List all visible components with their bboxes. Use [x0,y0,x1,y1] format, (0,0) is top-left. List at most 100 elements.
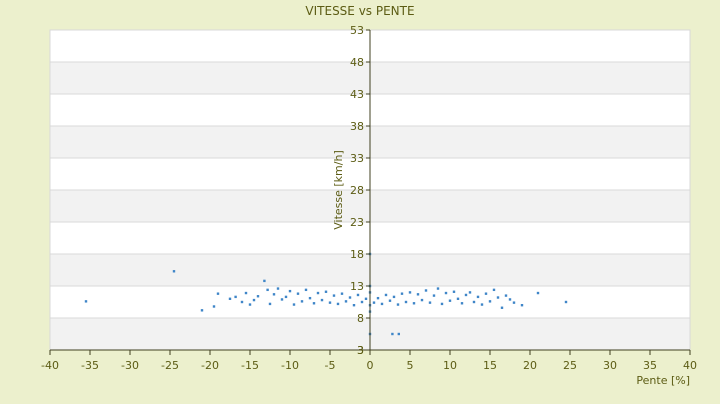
data-point [508,298,512,301]
data-point [448,299,452,302]
data-point [440,302,444,306]
y-tick-label: 3 [357,344,364,357]
data-point [252,298,256,302]
x-tick-label: -15 [241,359,259,372]
x-tick-label: -5 [325,359,336,372]
data-point [512,301,516,304]
data-point [396,303,400,306]
data-point [300,300,304,303]
x-tick-label: -30 [121,359,139,372]
data-point [280,298,284,301]
y-tick-label: 3 [357,344,364,357]
data-point [484,292,488,295]
data-point [480,303,484,306]
data-point [520,304,524,307]
data-point [408,291,412,294]
x-tick-label: 0 [367,359,374,372]
data-point [332,294,336,297]
data-point [212,305,216,308]
data-point [428,301,432,304]
data-point [564,300,568,304]
data-point [460,302,464,305]
x-axis-label: Pente [%] [636,374,690,387]
x-tick-label: -25 [161,359,179,372]
x-tick-label: 40 [683,359,697,372]
data-point [268,302,272,306]
data-point [420,298,424,302]
data-point [308,296,312,300]
data-point [400,292,404,295]
data-point [496,296,500,299]
y-tick-label: 23 [350,216,364,229]
data-point [504,294,508,297]
data-point [312,302,316,305]
data-point [276,287,280,290]
data-point [380,302,384,306]
y-axis-label: Vitesse [km/h] [332,150,345,230]
x-tick-label: -10 [281,359,299,372]
data-point [316,291,320,295]
data-point [234,295,237,299]
data-point [468,291,472,294]
x-tick-label: 30 [603,359,617,372]
data-point [376,296,380,300]
data-point [340,292,344,295]
x-tick-label: 5 [407,359,414,372]
data-point [432,294,436,297]
data-point [324,290,328,293]
data-point [304,288,308,292]
data-point [263,279,266,283]
data-point [244,291,248,295]
data-point [84,300,88,303]
data-point [356,293,360,297]
data-point [296,292,300,295]
x-tick-label: -35 [81,359,99,372]
y-tick-label: 48 [350,56,364,69]
x-tick-label: 20 [523,359,537,372]
data-point [200,309,204,312]
data-point [388,299,392,302]
data-point [472,300,476,304]
data-point [352,304,356,307]
data-point [344,300,348,303]
data-point [404,300,408,304]
data-point [288,289,292,293]
data-point [240,300,244,304]
data-point [397,332,400,336]
data-point [500,306,504,309]
y-tick-label: 33 [350,152,364,165]
y-tick-label: 28 [350,184,364,197]
data-point [284,295,288,299]
data-point [172,270,176,273]
data-point [464,293,468,297]
data-point [444,291,448,295]
x-tick-label: 15 [483,359,497,372]
data-point [392,295,396,299]
data-point [292,303,296,306]
y-tick-label: 43 [350,88,364,101]
data-point [476,295,480,299]
x-tick-label: 10 [443,359,457,372]
x-tick-label: 35 [643,359,657,372]
data-point [452,290,456,293]
data-point [364,297,368,300]
data-point [248,303,252,306]
data-point [320,298,324,302]
data-point [266,288,269,292]
axes [49,29,691,355]
chart-title: VITESSE vs PENTE [305,4,414,18]
data-point [328,301,332,304]
data-point [488,300,492,303]
data-point [384,293,388,297]
x-tick-label: 25 [563,359,577,372]
x-tick-label: -40 [41,359,59,372]
data-point [492,288,496,292]
data-point [216,292,220,295]
data-point [256,295,260,298]
y-tick-label: 38 [350,120,364,133]
data-point [372,301,376,304]
data-point [424,289,428,292]
